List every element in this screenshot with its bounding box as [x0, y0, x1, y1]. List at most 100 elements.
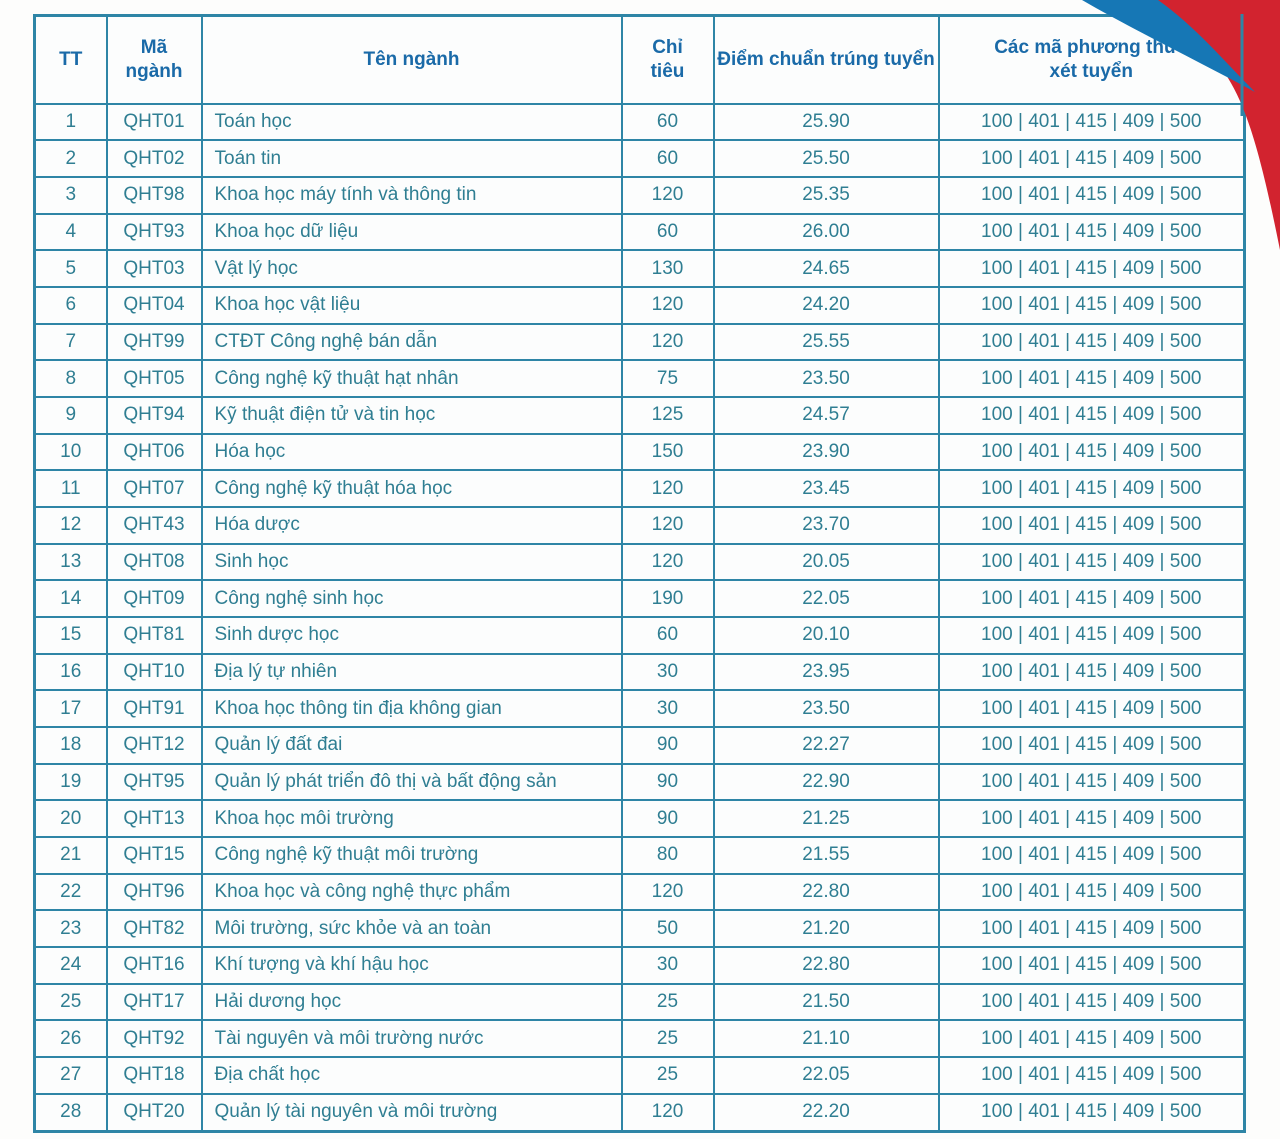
cell-ten: Vật lý học: [200, 249, 623, 288]
cell-chitieu: 25: [620, 1055, 715, 1095]
cell-ten: Công nghệ kỹ thuật môi trường: [200, 835, 623, 875]
cell-ma: QHT05: [105, 359, 203, 398]
admission-table: TT Mã ngành Tên ngành Chỉ tiêu Điểm chuẩ…: [33, 14, 1246, 1133]
cell-diem: 24.65: [712, 249, 940, 288]
cell-chitieu: 60: [620, 615, 715, 655]
cell-phuongthuc: 100 | 401 | 415 | 409 | 500: [937, 102, 1246, 142]
cell-phuongthuc: 100 | 401 | 415 | 409 | 500: [937, 432, 1246, 472]
cell-diem: 21.50: [712, 982, 940, 1022]
cell-ten: CTĐT Công nghệ bán dẫn: [200, 322, 623, 362]
cell-tt: 15: [33, 615, 108, 655]
cell-tt: 26: [33, 1019, 108, 1058]
cell-chitieu: 60: [620, 102, 715, 142]
cell-chitieu: 30: [620, 652, 715, 692]
cell-phuongthuc: 100 | 401 | 415 | 409 | 500: [937, 689, 1246, 728]
cell-tt: 19: [33, 762, 108, 802]
cell-phuongthuc: 100 | 401 | 415 | 409 | 500: [937, 395, 1246, 435]
cell-ma: QHT91: [105, 689, 203, 728]
cell-ten: Tài nguyên và môi trường nước: [200, 1019, 623, 1058]
cell-ma: QHT13: [105, 799, 203, 838]
cell-phuongthuc: 100 | 401 | 415 | 409 | 500: [937, 1055, 1246, 1095]
cell-chitieu: 120: [620, 469, 715, 508]
cell-chitieu: 90: [620, 762, 715, 802]
cell-phuongthuc: 100 | 401 | 415 | 409 | 500: [937, 652, 1246, 692]
cell-chitieu: 25: [620, 982, 715, 1022]
cell-diem: 23.70: [712, 505, 940, 545]
cell-ma: QHT82: [105, 909, 203, 948]
cell-tt: 28: [33, 1092, 108, 1133]
header-ten-nganh: Tên ngành: [200, 14, 623, 105]
cell-phuongthuc: 100 | 401 | 415 | 409 | 500: [937, 615, 1246, 655]
cell-ten: Khoa học vật liệu: [200, 285, 623, 325]
cell-tt: 4: [33, 212, 108, 252]
cell-diem: 24.20: [712, 285, 940, 325]
table-row: 4 QHT93 Khoa học dữ liệu 60 26.00 100 | 401 |…: [33, 212, 1246, 252]
cell-phuongthuc: 100 | 401 | 415 | 409 | 500: [937, 872, 1246, 912]
cell-ma: QHT01: [105, 102, 203, 142]
cell-chitieu: 50: [620, 909, 715, 948]
cell-ten: Sinh dược học: [200, 615, 623, 655]
cell-tt: 25: [33, 982, 108, 1022]
cell-ma: QHT06: [105, 432, 203, 472]
cell-tt: 3: [33, 175, 108, 215]
cell-ten: Quản lý phát triển đô thị và bất động sả…: [200, 762, 623, 802]
cell-chitieu: 120: [620, 872, 715, 912]
cell-chitieu: 60: [620, 139, 715, 178]
cell-chitieu: 120: [620, 1092, 715, 1133]
cell-ten: Công nghệ kỹ thuật hóa học: [200, 469, 623, 508]
cell-diem: 25.50: [712, 139, 940, 178]
cell-phuongthuc: 100 | 401 | 415 | 409 | 500: [937, 139, 1246, 178]
cell-phuongthuc: 100 | 401 | 415 | 409 | 500: [937, 835, 1246, 875]
cell-chitieu: 120: [620, 285, 715, 325]
cell-chitieu: 30: [620, 945, 715, 985]
cell-ma: QHT12: [105, 725, 203, 765]
table-row: 24 QHT16 Khí tượng và khí hậu học 30 22.80 10…: [33, 945, 1246, 985]
table-row: 3 QHT98 Khoa học máy tính và thông tin 120 2…: [33, 175, 1246, 215]
cell-phuongthuc: 100 | 401 | 415 | 409 | 500: [937, 799, 1246, 838]
cell-ma: QHT93: [105, 212, 203, 252]
table-row: 15 QHT81 Sinh dược học 60 20.10 100 | 401 | 4…: [33, 615, 1246, 655]
cell-chitieu: 75: [620, 359, 715, 398]
header-ma-nganh: Mã ngành: [105, 14, 203, 105]
cell-ten: Công nghệ kỹ thuật hạt nhân: [200, 359, 623, 398]
header-diem-chuan: Điểm chuẩn trúng tuyển: [712, 14, 940, 105]
cell-chitieu: 90: [620, 799, 715, 838]
cell-phuongthuc: 100 | 401 | 415 | 409 | 500: [937, 175, 1246, 215]
table-row: 14 QHT09 Công nghệ sinh học 190 22.05 100 | 4…: [33, 579, 1246, 618]
cell-ma: QHT04: [105, 285, 203, 325]
cell-diem: 25.55: [712, 322, 940, 362]
cell-diem: 20.05: [712, 542, 940, 582]
cell-diem: 21.25: [712, 799, 940, 838]
cell-tt: 12: [33, 505, 108, 545]
cell-phuongthuc: 100 | 401 | 415 | 409 | 500: [937, 505, 1246, 545]
cell-diem: 23.50: [712, 689, 940, 728]
cell-ma: QHT43: [105, 505, 203, 545]
cell-tt: 2: [33, 139, 108, 178]
cell-diem: 25.90: [712, 102, 940, 142]
cell-tt: 5: [33, 249, 108, 288]
cell-ten: Công nghệ sinh học: [200, 579, 623, 618]
cell-chitieu: 60: [620, 212, 715, 252]
cell-phuongthuc: 100 | 401 | 415 | 409 | 500: [937, 322, 1246, 362]
header-phuong-thuc: Các mã phương thức xét tuyển: [937, 14, 1246, 105]
cell-ten: Hải dương học: [200, 982, 623, 1022]
header-tt: TT: [33, 14, 108, 105]
cell-phuongthuc: 100 | 401 | 415 | 409 | 500: [937, 285, 1246, 325]
cell-chitieu: 130: [620, 249, 715, 288]
cell-tt: 14: [33, 579, 108, 618]
cell-phuongthuc: 100 | 401 | 415 | 409 | 500: [937, 359, 1246, 398]
table-row: 8 QHT05 Công nghệ kỹ thuật hạt nhân 75 23.50…: [33, 359, 1246, 398]
table-row: 22 QHT96 Khoa học và công nghệ thực phẩm 12…: [33, 872, 1246, 912]
cell-tt: 24: [33, 945, 108, 985]
cell-tt: 8: [33, 359, 108, 398]
cell-phuongthuc: 100 | 401 | 415 | 409 | 500: [937, 1019, 1246, 1058]
cell-ten: Hóa học: [200, 432, 623, 472]
cell-tt: 21: [33, 835, 108, 875]
table-row: 2 QHT02 Toán tin 60 25.50 100 | 401 | 415 | 4…: [33, 139, 1246, 178]
cell-tt: 7: [33, 322, 108, 362]
cell-ten: Khoa học thông tin địa không gian: [200, 689, 623, 728]
cell-ma: QHT09: [105, 579, 203, 618]
header-chi-tieu: Chỉ tiêu: [620, 14, 715, 105]
cell-diem: 23.95: [712, 652, 940, 692]
